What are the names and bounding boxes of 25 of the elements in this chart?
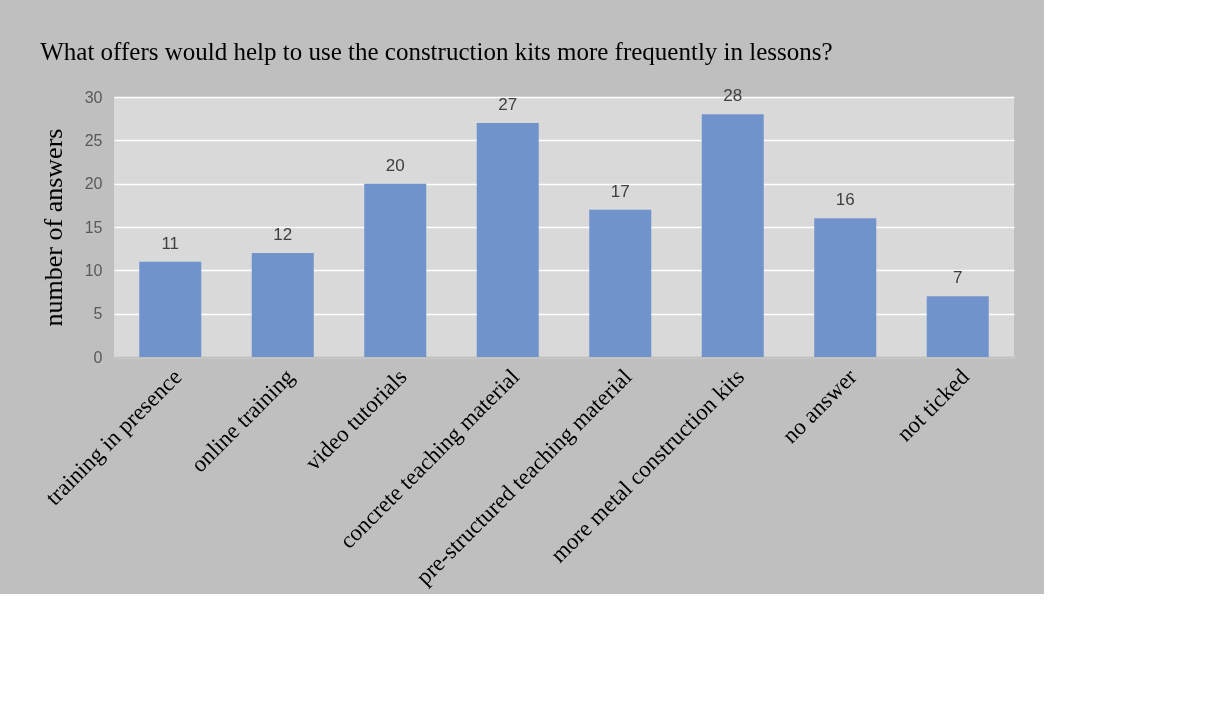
y-tick-label: 10 <box>84 261 103 279</box>
y-tick-label: 5 <box>93 305 103 323</box>
data-label: 27 <box>498 95 518 114</box>
y-tick-label: 20 <box>84 175 103 193</box>
y-tick-label: 0 <box>93 348 103 366</box>
bar <box>139 261 202 357</box>
data-label: 11 <box>161 233 180 253</box>
chart-title: What offers would help to use the construction kits more frequently in lessons? <box>40 38 833 66</box>
bar <box>589 209 652 357</box>
data-label: 16 <box>835 190 855 210</box>
bar <box>701 114 764 357</box>
data-label: 17 <box>610 181 630 201</box>
bar <box>814 218 877 357</box>
y-tick-label: 15 <box>84 218 103 236</box>
bar <box>364 183 427 357</box>
bar <box>251 253 314 357</box>
y-axis-title: number of answers <box>38 128 68 327</box>
bar <box>476 123 539 357</box>
data-label: 20 <box>385 155 405 175</box>
y-tick-label: 25 <box>84 131 103 149</box>
y-tick-label: 30 <box>84 88 103 106</box>
data-label: 7 <box>953 268 963 288</box>
data-label: 28 <box>723 86 743 106</box>
data-label: 12 <box>273 225 293 244</box>
bar <box>926 296 989 357</box>
